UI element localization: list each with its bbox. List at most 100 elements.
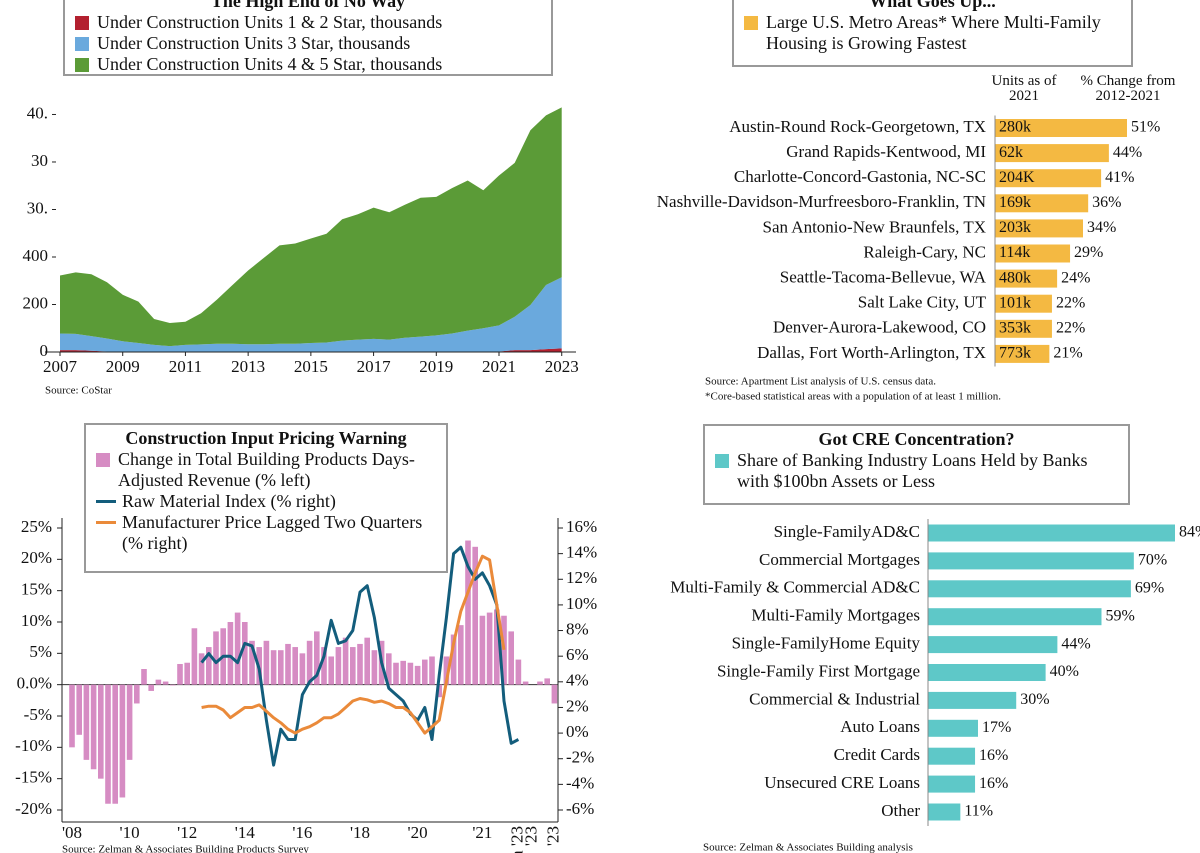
bar [119,684,126,798]
y-tick-label: 30. [27,198,48,217]
bar [393,662,399,685]
y-tick-label: -5% [24,705,52,724]
bar [928,608,1102,626]
line [201,554,506,735]
value-label: 51% [1131,119,1160,136]
legend-entry: Under Construction Units 3 Star, thousan… [73,33,543,54]
bar [306,640,313,685]
value-label: 16% [979,775,1008,792]
legend-label: Large U.S. Metro Areas* Where Multi-Fami… [766,12,1101,53]
bar [270,650,277,685]
unit-label: 204K [999,169,1035,186]
bar [141,669,147,685]
category-label: Credit Cards [834,745,920,764]
column-header: % Change from 2012-2021 [1080,73,1176,104]
bar [928,524,1175,542]
category-label: San Antonio-New Braunfels, TX [763,217,987,236]
y2-tick-label: -6% [566,799,594,818]
bar [928,691,1017,709]
bar [126,684,133,760]
bar [328,656,334,685]
x-tick-label: 2021 [482,357,516,376]
x-tick-label: 2023 [545,357,579,376]
legend-swatch [96,453,110,467]
x-tick-label: 2013 [231,357,265,376]
value-label: 44% [1061,635,1090,652]
legend-entry: Manufacturer Price Lagged Two Quarters (… [94,512,438,554]
bar [522,681,529,685]
value-label: 44% [1113,144,1142,161]
value-label: 84% [1179,524,1200,541]
bar [299,653,306,685]
category-label: Austin-Round Rock-Georgetown, TX [729,117,986,136]
source-note: Source: Apartment List analysis of U.S. … [705,376,936,388]
category-label: Denver-Aurora-Lakewood, CO [773,318,986,337]
y2-tick-label: 4% [566,671,589,690]
category-label: Raleigh-Cary, NC [863,242,986,261]
x-tick-label: 2017 [357,357,392,376]
x-tick-label: '08 [62,823,82,842]
legend-label: Under Construction Units 1 & 2 Star, tho… [97,12,443,32]
y2-tick-label: 16% [566,517,597,536]
bar [928,664,1046,681]
legend-label: Share of Banking Industry Loans Held by … [737,450,1088,491]
bar [400,660,406,685]
value-label: 30% [1020,691,1049,708]
value-label: 16% [979,747,1008,764]
legend: The High End of No Way Under Constructio… [63,0,553,76]
bar [112,684,118,804]
bar [995,294,1052,313]
legend-swatch [75,58,89,72]
category-label: Seattle-Tacoma-Bellevue, WA [780,268,987,287]
chart-title: What Goes Up... [869,0,996,11]
bar [371,650,378,685]
unit-label: 114k [999,244,1030,261]
bar [995,169,1102,188]
legend: Got CRE Concentration? Share of Banking … [703,424,1130,505]
x-tick-label: 2015 [294,357,328,376]
value-label: 40% [1050,663,1079,680]
legend-entry: Under Construction Units 1 & 2 Star, tho… [73,12,543,33]
y2-tick-label: -4% [566,773,594,792]
bar [479,615,486,685]
legend-entry: Raw Material Index (% right) [94,491,438,512]
y-tick-label: 20% [21,548,52,567]
bar [321,647,327,685]
value-label: 59% [1105,607,1134,624]
bar [342,637,349,685]
x-tick-label: '21 [472,823,492,842]
bar [335,647,342,685]
bar [928,747,976,765]
bar [537,681,543,685]
value-label: 21% [1053,345,1082,362]
category-label: Grand Rapids-Kentwood, MI [786,142,986,161]
unit-label: 203k [999,219,1031,236]
legend-swatch [75,16,89,30]
value-label: 17% [982,719,1011,736]
bar [995,119,1127,137]
y-tick-label: 5% [29,642,52,661]
unit-label: 169k [999,194,1031,211]
bar [450,634,457,685]
legend-label: Under Construction Units 4 & 5 Star, tho… [97,54,443,74]
y-tick-label: -15% [15,768,52,787]
x-tick-label: 2011 [169,357,202,376]
y2-tick-label: 6% [566,645,589,664]
bar [928,719,978,737]
x-tick-label: 2007 [43,357,78,376]
bar [191,628,198,685]
bar [213,631,219,685]
bar [134,684,140,704]
x-tick-label: '20 [408,823,428,842]
y-tick-label: -20% [15,799,52,818]
bar [928,552,1134,570]
legend-entry: Under Construction Units 4 & 5 Star, tho… [73,54,543,75]
category-label: Auto Loans [840,717,920,736]
value-label: 36% [1092,194,1121,211]
y2-tick-label: 8% [566,619,589,638]
legend-swatch [715,454,729,468]
unit-label: 280k [999,119,1031,136]
y2-tick-label: 10% [566,594,597,613]
y-tick-label: 15% [21,580,52,599]
